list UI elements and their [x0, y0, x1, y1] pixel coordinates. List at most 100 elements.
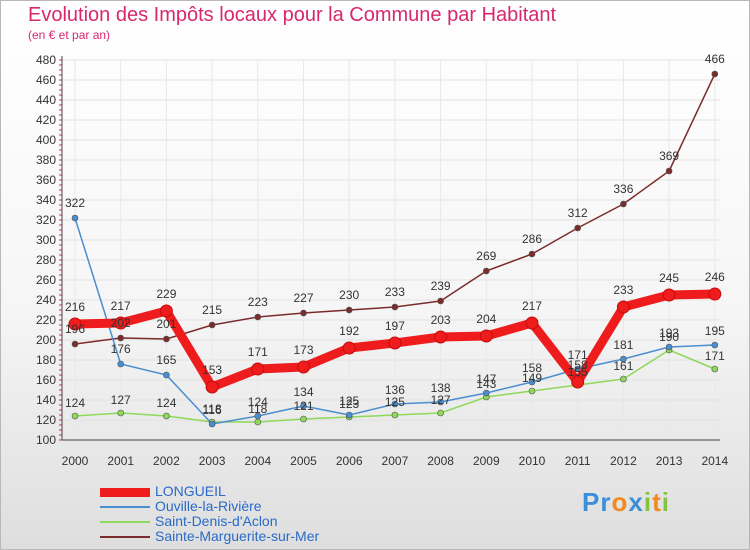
data-label: 190	[659, 330, 679, 344]
data-point	[71, 412, 79, 420]
x-tick-label: 2004	[244, 454, 271, 468]
x-tick-label: 2001	[107, 454, 134, 468]
data-label: 134	[293, 385, 313, 399]
legend-swatch	[100, 521, 150, 523]
data-point	[711, 341, 719, 349]
data-label: 125	[385, 395, 405, 409]
data-label: 269	[476, 249, 496, 263]
data-label: 245	[659, 271, 679, 285]
data-point	[437, 398, 444, 406]
data-label: 229	[156, 287, 176, 301]
data-point	[163, 412, 170, 420]
y-tick-label: 280	[36, 253, 56, 267]
data-label: 173	[293, 343, 313, 357]
proxiti-logo: Proxiti	[582, 487, 670, 517]
data-point	[391, 400, 399, 408]
data-point	[711, 70, 719, 78]
data-labels: 216 217 229 153 171 173 192 197 203 204 217 158 233 2…	[65, 52, 725, 417]
data-point	[482, 389, 490, 397]
data-point	[71, 340, 79, 348]
data-label: 127	[431, 393, 451, 407]
legend-label: Ouville-la-Rivière	[155, 498, 262, 514]
data-label: 176	[111, 342, 131, 356]
data-label: 216	[65, 300, 85, 314]
data-point	[479, 329, 493, 343]
data-point	[391, 303, 399, 311]
data-label: 123	[339, 397, 359, 411]
data-point	[117, 409, 124, 417]
x-tick-label: 2009	[473, 454, 500, 468]
data-label: 202	[111, 316, 131, 330]
data-point	[437, 409, 444, 417]
data-point	[68, 317, 82, 331]
data-point	[205, 380, 219, 394]
data-label: 161	[613, 359, 633, 373]
x-tick-label: 2003	[199, 454, 226, 468]
x-tick-label: 2006	[336, 454, 363, 468]
y-tick-label: 380	[36, 153, 56, 167]
axes: 100 120 140 160 180 200 220 240 260 280 300 320 340 3…	[36, 53, 729, 468]
data-point	[345, 411, 353, 419]
data-point	[662, 288, 676, 302]
data-point	[254, 313, 262, 321]
data-point	[620, 375, 627, 383]
data-label: 143	[476, 377, 496, 391]
data-point	[711, 365, 719, 373]
data-label: 153	[202, 363, 222, 377]
data-point	[388, 336, 402, 350]
y-tick-label: 440	[36, 93, 56, 107]
data-point	[114, 316, 128, 330]
data-label: 223	[248, 295, 268, 309]
data-label: 147	[476, 372, 496, 386]
y-tick-label: 160	[36, 373, 56, 387]
data-point	[117, 334, 124, 342]
data-point	[254, 412, 262, 420]
x-tick-label: 2000	[62, 454, 89, 468]
chart-subtitle: (en € et par an)	[28, 28, 111, 42]
data-label: 246	[705, 270, 725, 284]
x-tick-label: 2012	[610, 454, 637, 468]
data-point	[528, 387, 536, 395]
data-point	[620, 200, 627, 208]
data-label: 312	[568, 206, 588, 220]
y-tick-label: 300	[36, 233, 56, 247]
data-point	[345, 306, 353, 314]
data-point	[163, 335, 170, 343]
data-label: 158	[568, 358, 588, 372]
data-label: 124	[65, 396, 85, 410]
data-label: 171	[248, 345, 268, 359]
data-point	[254, 418, 262, 426]
x-tick-label: 2008	[427, 454, 454, 468]
y-tick-label: 240	[36, 293, 56, 307]
data-label: 336	[613, 182, 633, 196]
y-tick-label: 400	[36, 133, 56, 147]
y-tick-label: 360	[36, 173, 56, 187]
data-point	[300, 415, 307, 423]
data-label: 118	[203, 402, 222, 416]
y-tick-label: 260	[36, 273, 56, 287]
data-label: 124	[248, 395, 268, 409]
data-label: 239	[431, 279, 451, 293]
data-label: 171	[568, 348, 588, 362]
data-label: 233	[613, 283, 633, 297]
data-label: 116	[203, 403, 222, 417]
x-tick-label: 2013	[656, 454, 683, 468]
y-tick-label: 220	[36, 313, 56, 327]
x-tick-label: 2010	[519, 454, 546, 468]
data-label: 121	[293, 399, 313, 413]
data-label: 136	[385, 383, 405, 397]
data-label: 165	[156, 353, 176, 367]
data-label: 181	[613, 338, 633, 352]
data-point	[300, 309, 307, 317]
data-label: 197	[385, 319, 405, 333]
data-point	[616, 300, 630, 314]
data-label: 201	[156, 317, 176, 331]
legend-swatch	[100, 487, 150, 497]
data-label: 192	[339, 324, 359, 338]
data-point	[163, 371, 170, 379]
data-point	[342, 341, 356, 355]
data-label: 195	[705, 324, 725, 338]
data-point	[71, 214, 79, 222]
y-tick-label: 180	[36, 353, 56, 367]
